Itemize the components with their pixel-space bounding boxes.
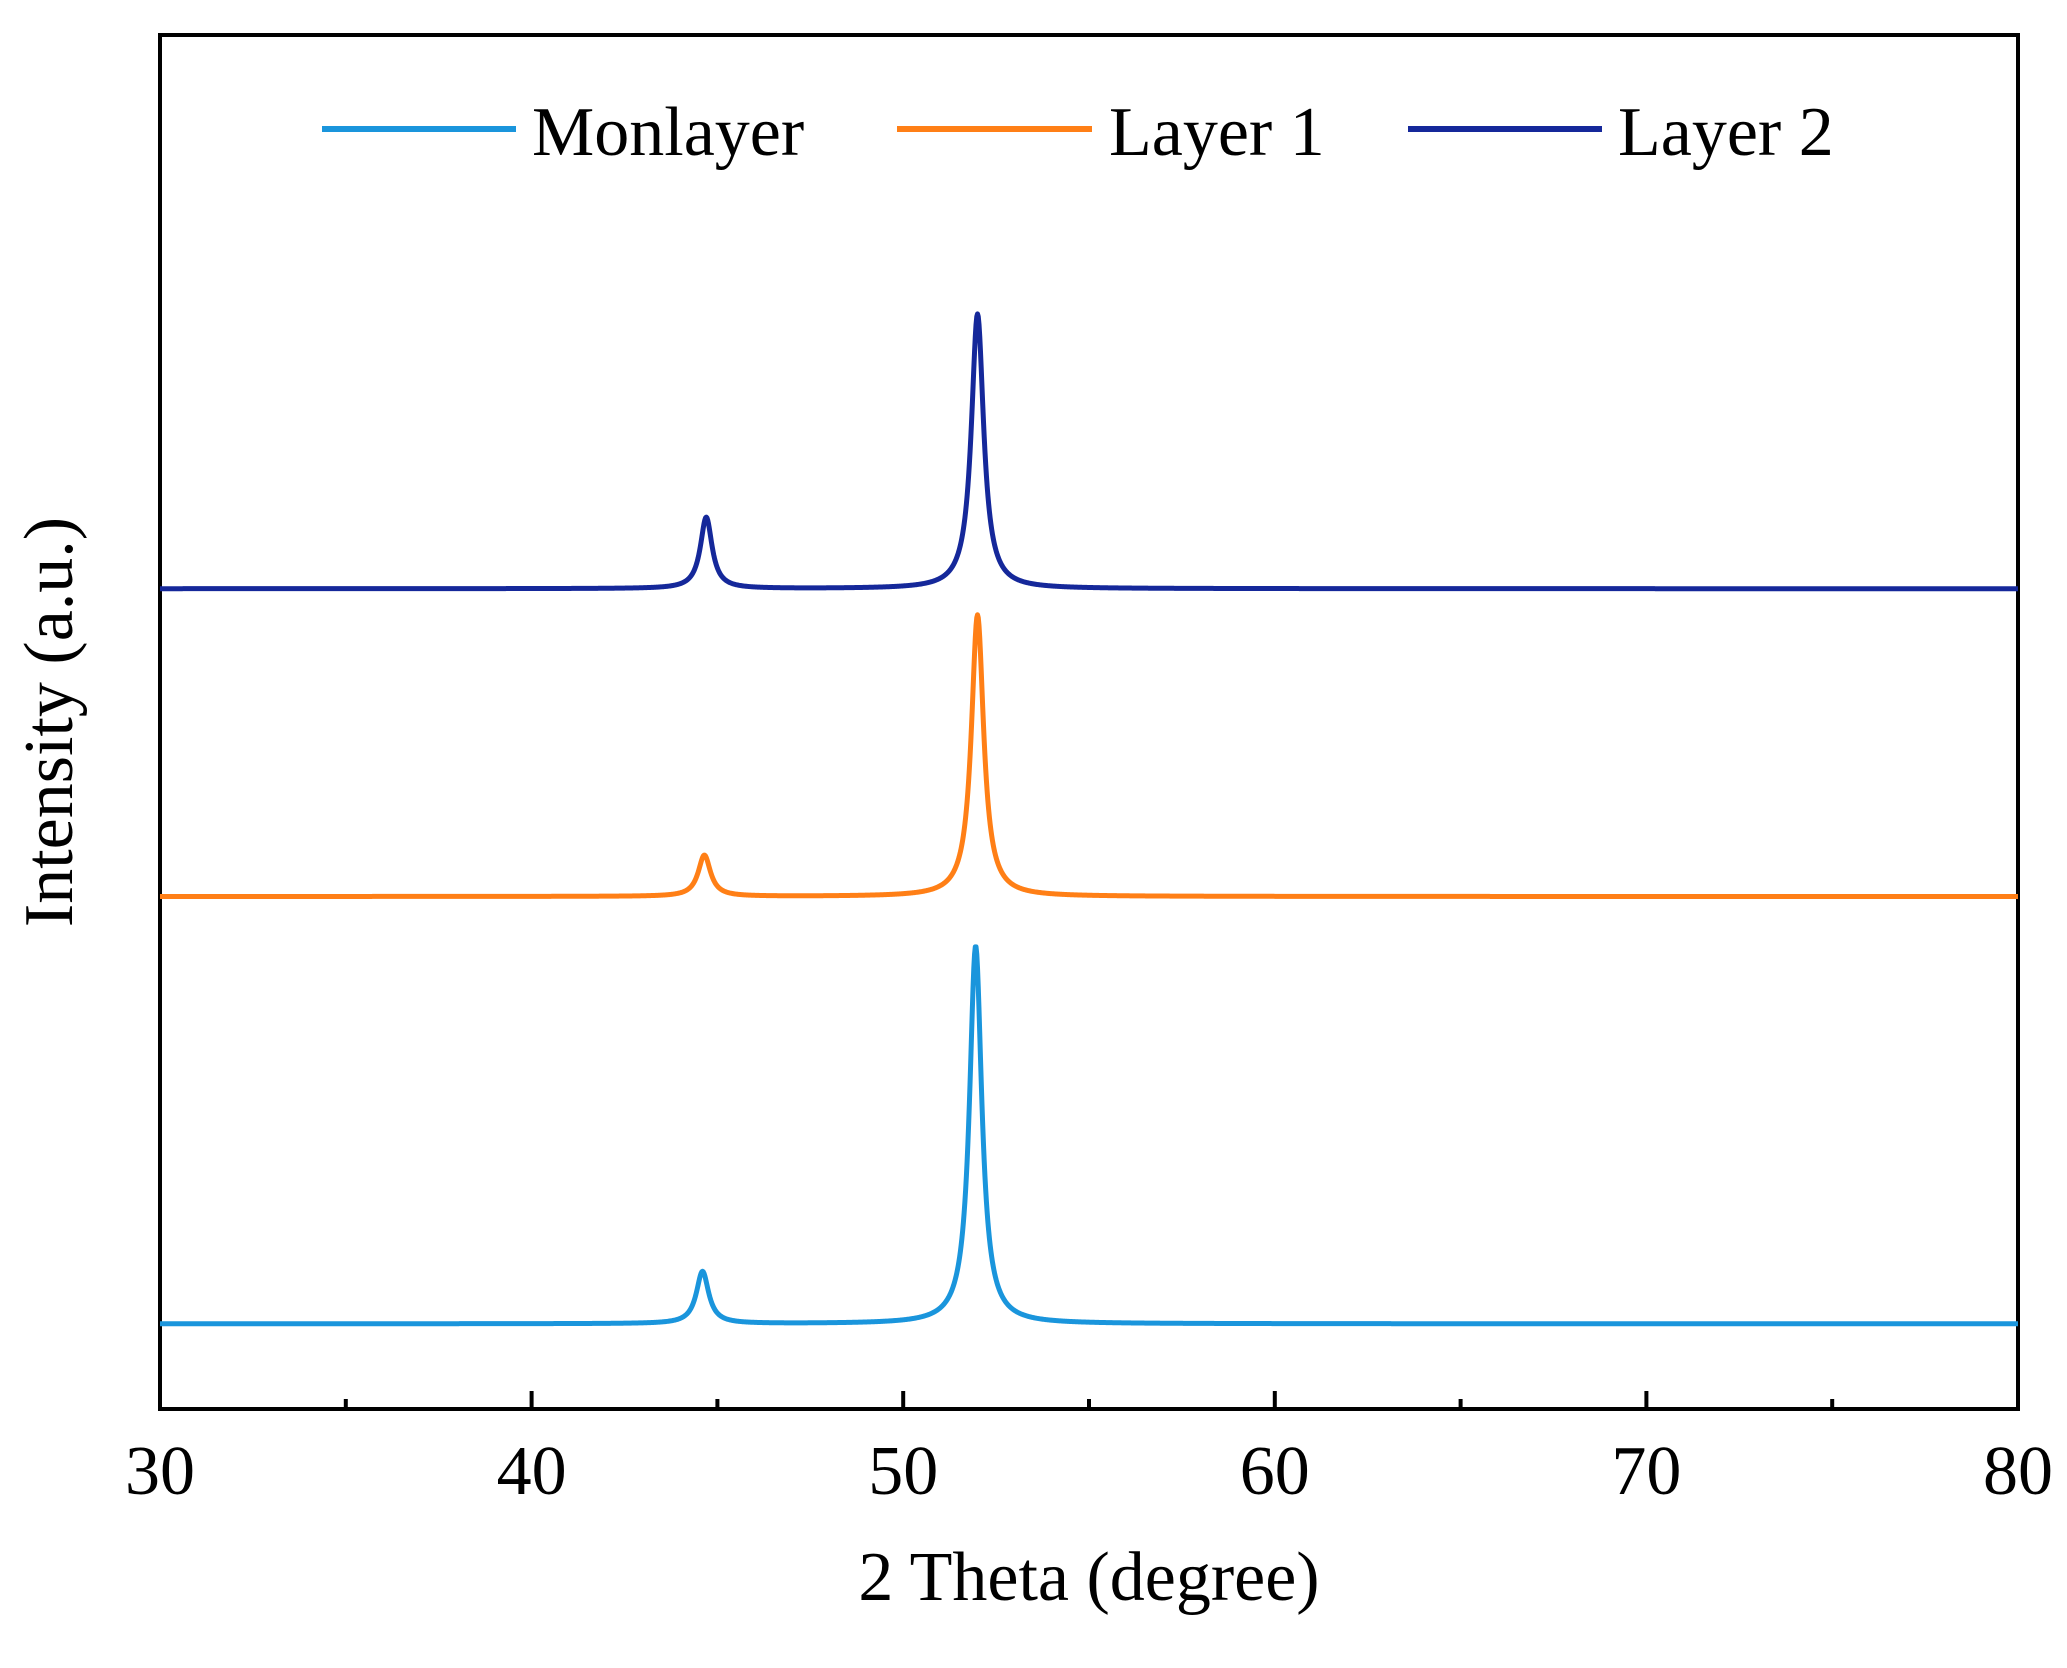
x-axis-title: 2 Theta (degree) bbox=[858, 1539, 1319, 1616]
series-layer bbox=[158, 311, 2020, 1327]
legend-label-layer-1: Layer 1 bbox=[1109, 94, 1325, 171]
y-axis-title: Intensity (a.u.) bbox=[11, 517, 88, 927]
x-tick-layer: 30 40 50 60 70 80 bbox=[125, 1391, 2053, 1510]
legend-label-monlayer: Monlayer bbox=[532, 94, 804, 171]
series-line-monlayer bbox=[158, 944, 2020, 1327]
x-tick-label-30: 30 bbox=[125, 1433, 195, 1510]
x-tick-label-70: 70 bbox=[1611, 1433, 1681, 1510]
x-tick-label-40: 40 bbox=[497, 1433, 567, 1510]
legend-label-layer-2: Layer 2 bbox=[1618, 94, 1834, 171]
x-tick-label-50: 50 bbox=[868, 1433, 938, 1510]
series-line-layer-2 bbox=[158, 311, 2020, 592]
x-tick-label-80: 80 bbox=[1983, 1433, 2053, 1510]
legend: Monlayer Layer 1 Layer 2 bbox=[322, 94, 1834, 171]
series-line-layer-1 bbox=[158, 612, 2020, 899]
x-tick-label-60: 60 bbox=[1240, 1433, 1310, 1510]
